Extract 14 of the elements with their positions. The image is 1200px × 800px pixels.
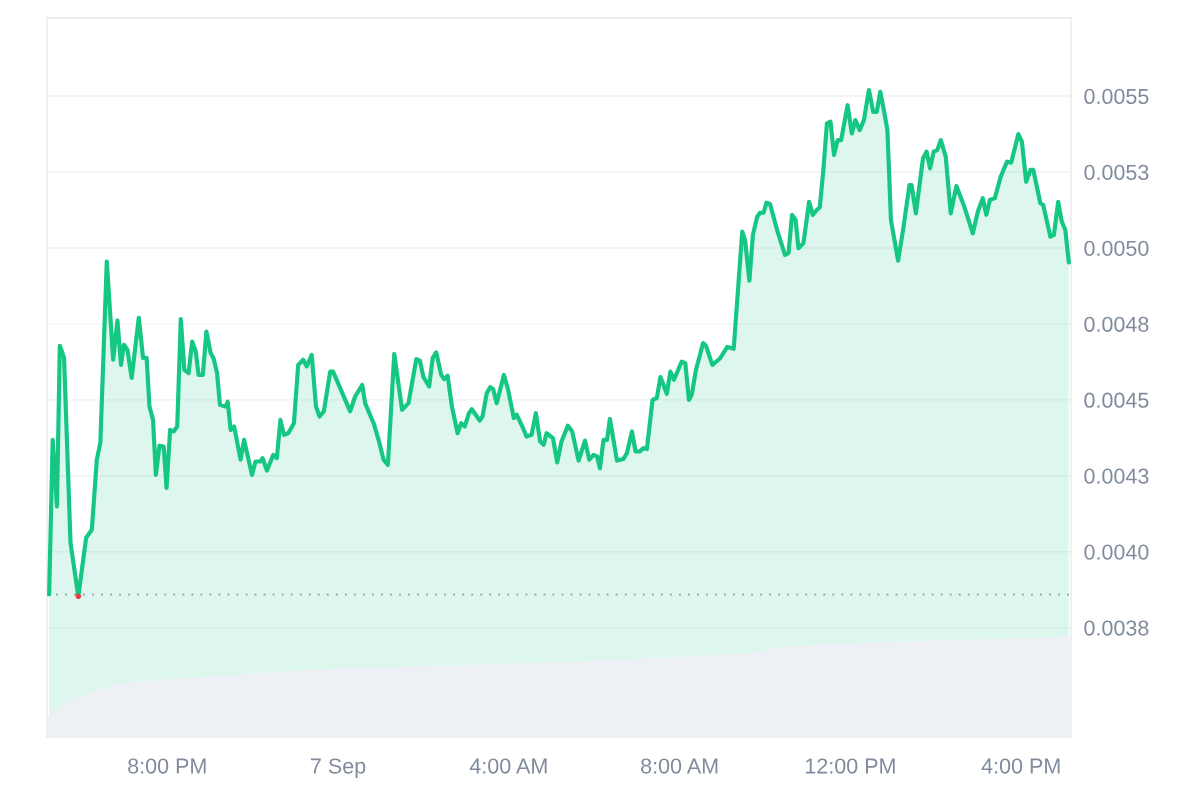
y-tick-label: 0.0055 (1084, 88, 1149, 105)
y-tick-label: 0.0038 (1084, 620, 1149, 636)
y-tick-label: 0.0048 (1084, 316, 1149, 332)
y-tick-label: 0.0040 (1084, 544, 1149, 560)
y-tick-label: 0.0045 (1084, 392, 1149, 408)
y-tick-label: 0.0043 (1084, 468, 1149, 484)
x-tick-label: 7 Sep (311, 758, 366, 778)
y-tick-label: 0.0050 (1084, 240, 1149, 256)
x-tick-label: 4:00 AM (469, 758, 547, 774)
x-tick-label: 12:00 PM (805, 758, 895, 774)
x-tick-label: 8:00 AM (641, 758, 718, 774)
y-tick-label: 0.0053 (1084, 164, 1149, 181)
x-tick-label: 4:00 PM (981, 758, 1060, 774)
x-tick-label: 8:00 PM (128, 758, 206, 774)
